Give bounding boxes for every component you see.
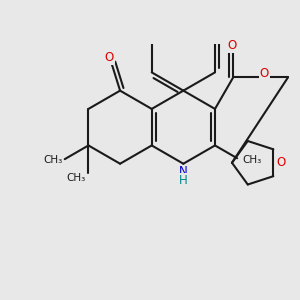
Text: H: H bbox=[179, 174, 188, 187]
Text: O: O bbox=[227, 39, 237, 52]
Text: N: N bbox=[179, 165, 188, 178]
Text: O: O bbox=[276, 156, 285, 169]
Text: CH₃: CH₃ bbox=[243, 155, 262, 165]
Text: CH₃: CH₃ bbox=[67, 172, 86, 183]
Text: O: O bbox=[260, 67, 269, 80]
Text: CH₃: CH₃ bbox=[43, 155, 62, 165]
Text: O: O bbox=[105, 51, 114, 64]
